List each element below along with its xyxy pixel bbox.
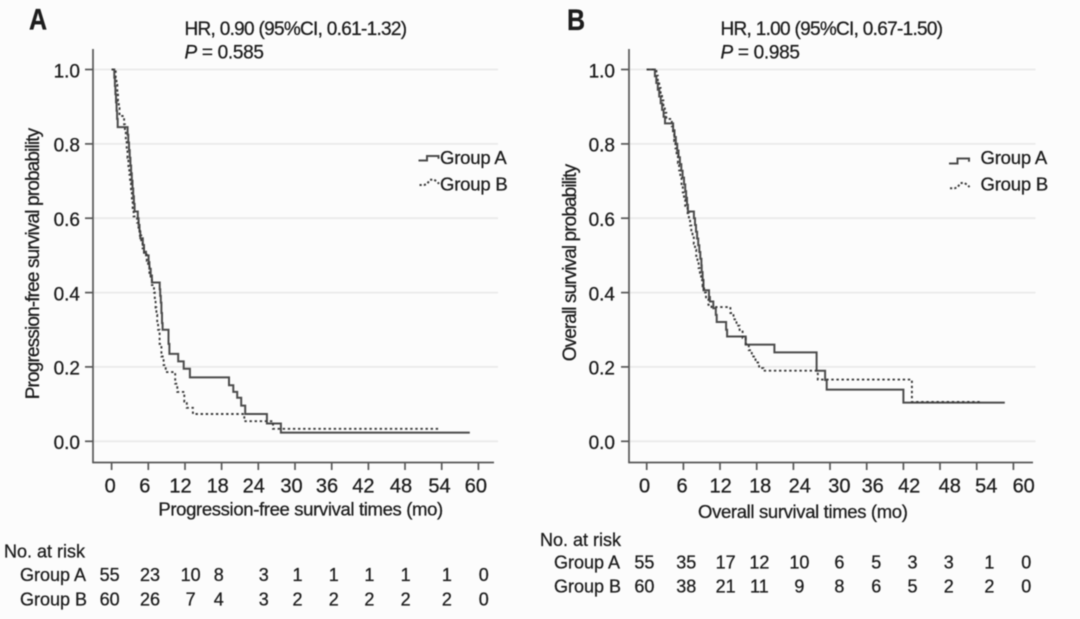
svg-text:60: 60 bbox=[465, 476, 487, 498]
svg-text:48: 48 bbox=[939, 476, 961, 498]
svg-text:1.0: 1.0 bbox=[54, 61, 80, 82]
svg-text:26: 26 bbox=[140, 590, 160, 610]
svg-text:55: 55 bbox=[100, 565, 120, 585]
svg-text:Group A: Group A bbox=[554, 553, 620, 573]
svg-text:10: 10 bbox=[789, 553, 809, 573]
svg-text:21: 21 bbox=[716, 577, 736, 597]
svg-text:6: 6 bbox=[834, 553, 844, 573]
svg-text:30: 30 bbox=[280, 476, 302, 498]
svg-text:HR, 1.00 (95%CI, 0.67-1.50): HR, 1.00 (95%CI, 0.67-1.50) bbox=[721, 19, 943, 40]
svg-text:42: 42 bbox=[352, 476, 374, 498]
svg-text:38: 38 bbox=[676, 577, 696, 597]
svg-text:12: 12 bbox=[709, 476, 731, 498]
svg-text:Progression-free survival time: Progression-free survival times (mo) bbox=[158, 499, 443, 520]
svg-text:1.0: 1.0 bbox=[589, 61, 615, 82]
svg-text:6: 6 bbox=[871, 577, 881, 597]
svg-text:1: 1 bbox=[292, 565, 302, 585]
svg-text:0.8: 0.8 bbox=[54, 136, 80, 157]
svg-text:2: 2 bbox=[944, 577, 954, 597]
svg-text:0.4: 0.4 bbox=[54, 284, 81, 305]
svg-text:23: 23 bbox=[140, 565, 160, 585]
svg-text:0.6: 0.6 bbox=[589, 210, 615, 231]
svg-text:0.0: 0.0 bbox=[54, 433, 80, 454]
svg-text:0: 0 bbox=[639, 476, 650, 498]
svg-text:Group A: Group A bbox=[20, 565, 86, 585]
svg-text:Overall survival probability: Overall survival probability bbox=[560, 163, 581, 361]
svg-text:5: 5 bbox=[907, 577, 917, 597]
svg-text:0.0: 0.0 bbox=[589, 433, 615, 454]
svg-text:0.2: 0.2 bbox=[54, 359, 80, 380]
svg-text:HR, 0.90 (95%CI, 0.61-1.32): HR, 0.90 (95%CI, 0.61-1.32) bbox=[185, 19, 407, 40]
svg-text:Group B: Group B bbox=[981, 174, 1049, 195]
svg-text:2: 2 bbox=[292, 590, 302, 610]
svg-text:2: 2 bbox=[984, 577, 994, 597]
svg-text:18: 18 bbox=[749, 476, 771, 498]
svg-text:35: 35 bbox=[676, 553, 696, 573]
svg-text:2: 2 bbox=[329, 590, 339, 610]
svg-text:48: 48 bbox=[390, 476, 412, 498]
svg-text:8: 8 bbox=[834, 577, 844, 597]
svg-text:4: 4 bbox=[214, 590, 224, 610]
svg-text:1: 1 bbox=[364, 565, 374, 585]
svg-text:No. at risk: No. at risk bbox=[4, 542, 86, 562]
svg-text:P = 0.985: P = 0.985 bbox=[721, 43, 800, 64]
svg-text:0: 0 bbox=[479, 590, 489, 610]
svg-text:42: 42 bbox=[898, 476, 920, 498]
svg-text:0.6: 0.6 bbox=[54, 210, 80, 231]
svg-text:36: 36 bbox=[316, 476, 338, 498]
svg-text:0.4: 0.4 bbox=[589, 284, 616, 305]
svg-text:Group B: Group B bbox=[554, 577, 621, 597]
svg-text:12: 12 bbox=[749, 553, 769, 573]
svg-text:8: 8 bbox=[214, 565, 224, 585]
svg-text:24: 24 bbox=[789, 476, 811, 498]
svg-text:17: 17 bbox=[716, 553, 736, 573]
svg-text:B: B bbox=[567, 3, 585, 36]
svg-text:Progression-free survival prob: Progression-free survival probability bbox=[23, 127, 44, 399]
svg-text:0: 0 bbox=[105, 476, 116, 498]
svg-text:55: 55 bbox=[634, 553, 654, 573]
svg-text:36: 36 bbox=[862, 476, 884, 498]
svg-text:1: 1 bbox=[401, 565, 411, 585]
svg-text:9: 9 bbox=[794, 577, 804, 597]
svg-text:3: 3 bbox=[259, 565, 269, 585]
svg-text:6: 6 bbox=[139, 476, 150, 498]
svg-text:3: 3 bbox=[944, 553, 954, 573]
svg-text:0: 0 bbox=[1021, 577, 1031, 597]
svg-text:60: 60 bbox=[100, 590, 120, 610]
svg-text:2: 2 bbox=[401, 590, 411, 610]
svg-text:24: 24 bbox=[243, 476, 265, 498]
svg-text:No. at risk: No. at risk bbox=[540, 530, 622, 550]
svg-text:P = 0.585: P = 0.585 bbox=[185, 43, 264, 64]
svg-text:Overall survival times (mo): Overall survival times (mo) bbox=[698, 501, 908, 522]
svg-text:A: A bbox=[29, 3, 47, 36]
svg-text:6: 6 bbox=[676, 476, 687, 498]
svg-text:3: 3 bbox=[259, 590, 269, 610]
svg-text:0: 0 bbox=[1021, 553, 1031, 573]
svg-text:2: 2 bbox=[364, 590, 374, 610]
svg-text:1: 1 bbox=[984, 553, 994, 573]
svg-text:0.8: 0.8 bbox=[589, 136, 615, 157]
svg-text:3: 3 bbox=[907, 553, 917, 573]
svg-text:5: 5 bbox=[871, 553, 881, 573]
svg-text:Group A: Group A bbox=[981, 147, 1048, 168]
svg-text:30: 30 bbox=[828, 476, 850, 498]
svg-text:12: 12 bbox=[169, 476, 191, 498]
svg-text:60: 60 bbox=[1013, 476, 1035, 498]
svg-text:Group B: Group B bbox=[20, 590, 87, 610]
svg-text:0.2: 0.2 bbox=[589, 359, 615, 380]
svg-text:18: 18 bbox=[207, 476, 229, 498]
svg-text:Group A: Group A bbox=[440, 147, 507, 168]
svg-text:60: 60 bbox=[634, 577, 654, 597]
svg-text:Group B: Group B bbox=[440, 174, 508, 195]
svg-text:54: 54 bbox=[975, 476, 997, 498]
svg-text:0: 0 bbox=[479, 565, 489, 585]
svg-text:54: 54 bbox=[428, 476, 450, 498]
svg-text:1: 1 bbox=[329, 565, 339, 585]
svg-text:2: 2 bbox=[442, 590, 452, 610]
svg-text:11: 11 bbox=[750, 577, 769, 597]
svg-text:7: 7 bbox=[186, 590, 196, 610]
svg-text:1: 1 bbox=[442, 565, 452, 585]
svg-text:10: 10 bbox=[181, 565, 201, 585]
